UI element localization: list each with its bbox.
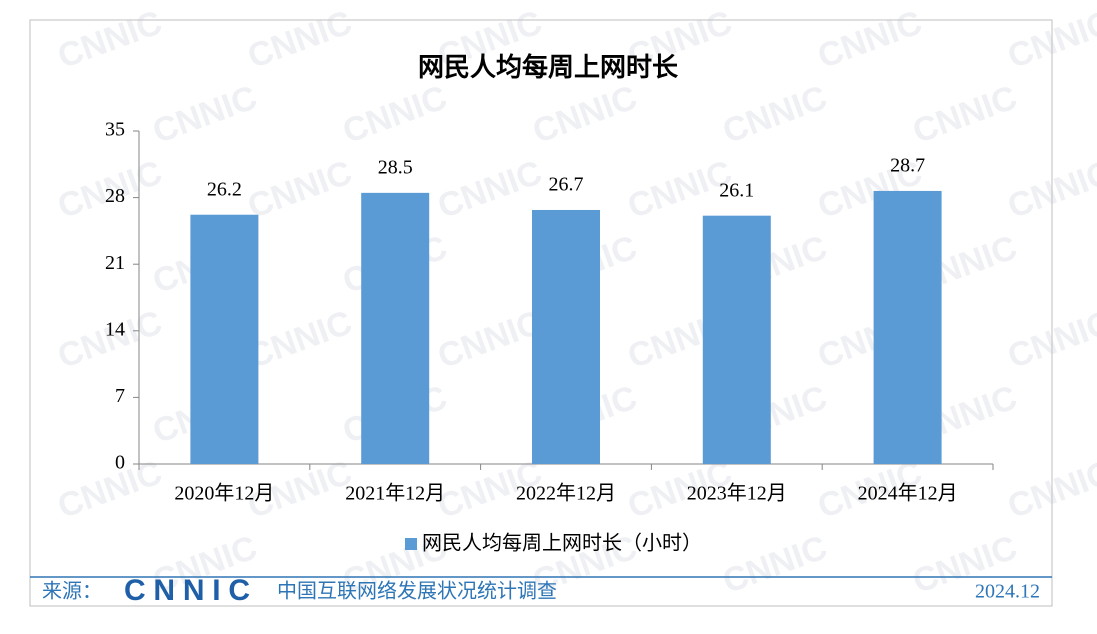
watermark: CNNIC [1003, 453, 1097, 526]
logo: CNNIC [124, 574, 250, 607]
bar [190, 214, 259, 464]
y-tick-label: 0 [115, 452, 125, 474]
bar [361, 192, 430, 465]
watermark: CNNIC [433, 153, 547, 226]
watermark: CNNIC [1003, 153, 1097, 226]
frame [29, 19, 1053, 607]
y-tick-label: 7 [115, 385, 125, 407]
watermark: CNNIC [243, 3, 357, 76]
y-tick-label: 21 [105, 252, 125, 274]
watermark: CNNIC [148, 78, 262, 151]
x-tick-label: 2021年12月 [345, 482, 445, 505]
x-tick-label: 2022年12月 [516, 482, 616, 505]
y-tick-label: 35 [105, 119, 125, 141]
value-label: 28.5 [378, 156, 413, 178]
watermark: CNNIC [243, 153, 357, 226]
bar [532, 209, 600, 464]
y-tick-label: 14 [105, 318, 125, 340]
chart-title: 网民人均每周上网时长 [418, 52, 679, 82]
watermark: CNNIC [1003, 303, 1097, 376]
bar [702, 215, 771, 464]
watermark: CNNIC [718, 78, 832, 151]
x-tick-label: 2020年12月 [174, 482, 274, 505]
y-tick-label: 28 [105, 185, 125, 207]
watermark: CNNIC [433, 303, 547, 376]
watermark: CNNIC [1003, 3, 1097, 76]
date: 2024.12 [975, 581, 1040, 603]
watermark: CNNIC [908, 78, 1022, 151]
source-label: 来源： [42, 580, 102, 603]
legend-label: 网民人均每周上网时长（小时） [422, 532, 702, 555]
value-label: 26.2 [207, 178, 242, 200]
watermark: CNNIC [53, 3, 167, 76]
value-label: 26.7 [549, 174, 584, 196]
source: 中国互联网络发展状况统计调查 [277, 580, 557, 603]
watermark: CNNIC [338, 78, 452, 151]
value-label: 26.1 [719, 179, 754, 201]
watermark: CNNIC [813, 3, 927, 76]
watermark: CNNIC [528, 78, 642, 151]
x-tick-label: 2023年12月 [687, 482, 787, 505]
bar [873, 190, 942, 464]
value-label: 28.7 [890, 155, 925, 177]
watermark: CNNIC [718, 528, 832, 601]
legend-swatch [405, 538, 417, 550]
x-tick-label: 2024年12月 [858, 482, 958, 505]
watermark: CNNIC [243, 303, 357, 376]
